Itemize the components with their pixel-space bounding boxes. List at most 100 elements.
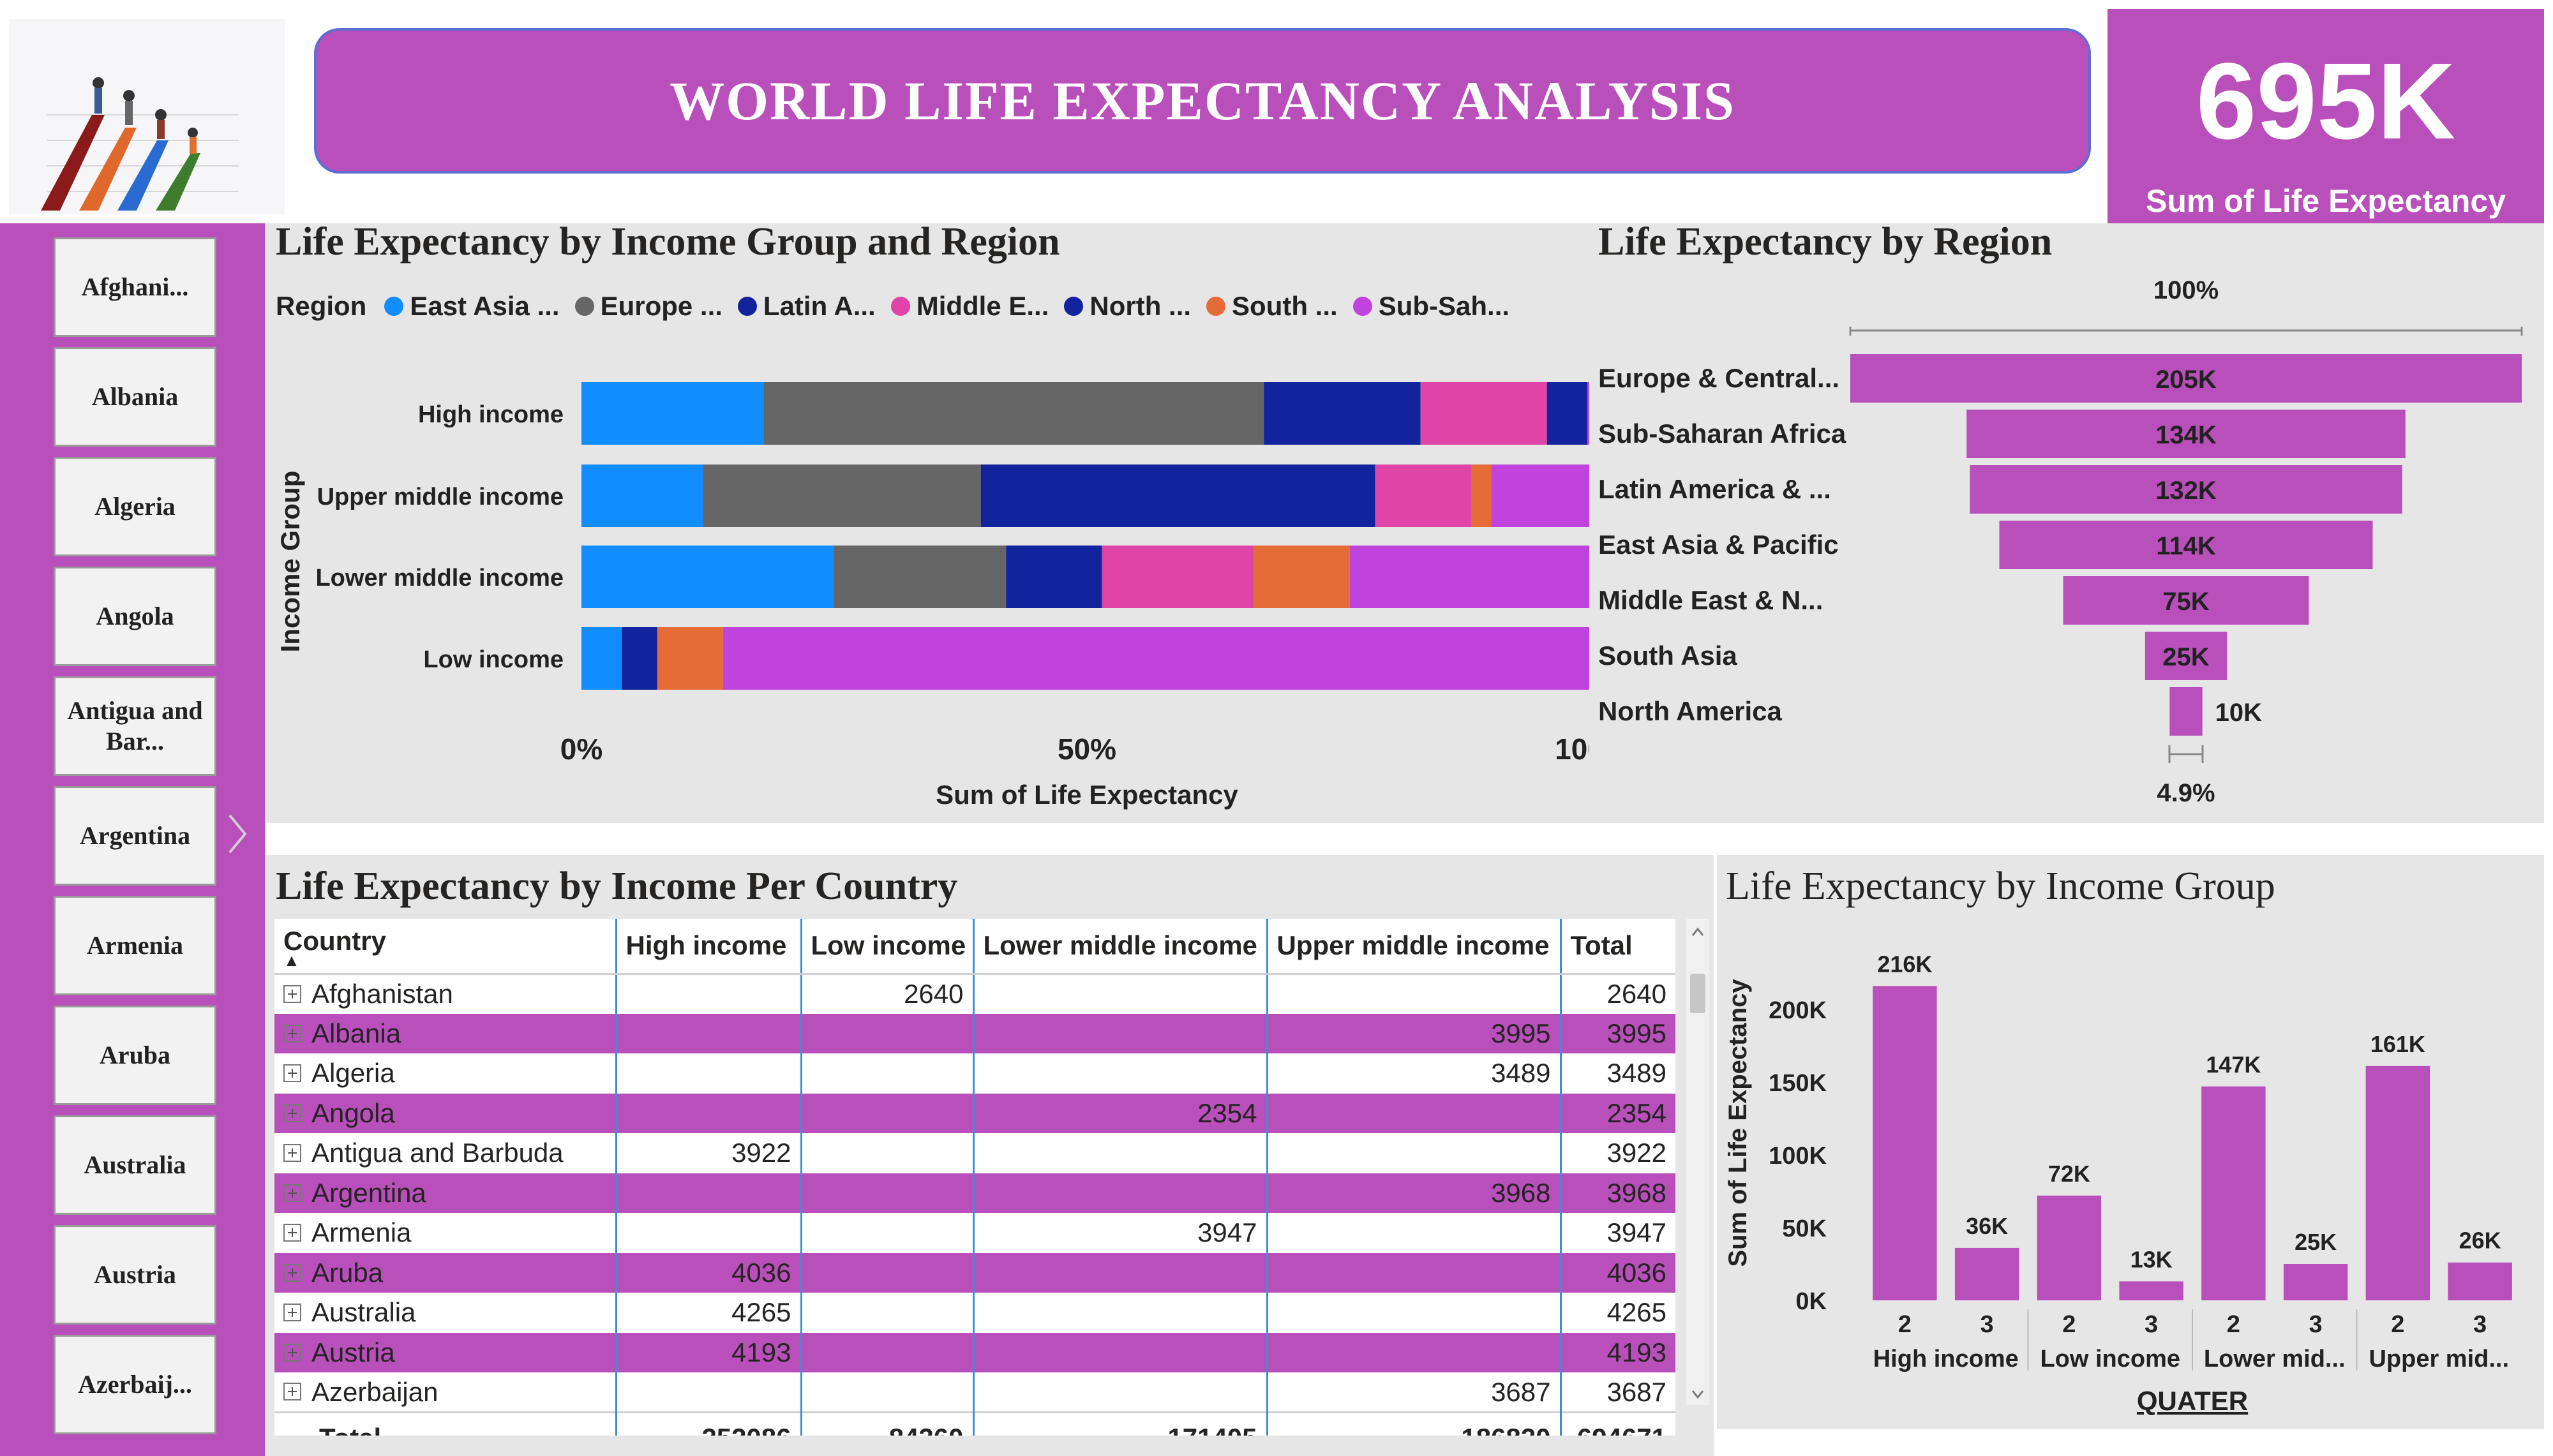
column-bar[interactable] <box>2119 1281 2183 1300</box>
value-cell: 3687 <box>1559 1372 1675 1413</box>
expand-icon[interactable] <box>283 1304 301 1322</box>
total-high-income: 252086 <box>615 1411 801 1436</box>
expand-icon[interactable] <box>283 1184 301 1202</box>
funnel-bar[interactable] <box>1970 465 2402 514</box>
column-header-high-income[interactable]: High income <box>615 919 801 975</box>
funnel-bar[interactable] <box>1999 521 2373 569</box>
funnel-bar[interactable] <box>2063 576 2309 625</box>
column-header-country[interactable]: Country ▲ <box>274 919 616 975</box>
bar-segment[interactable] <box>834 546 1007 608</box>
bar-segment[interactable] <box>1546 382 1588 445</box>
bar-segment[interactable] <box>1264 382 1421 445</box>
slicer-item-azerbaijan[interactable]: Azerbaij... <box>54 1335 216 1434</box>
category-label: High income <box>418 401 564 428</box>
bar-segment[interactable] <box>1491 464 1592 527</box>
category-label: Upper middle income <box>317 484 564 510</box>
legend-item-europe[interactable]: Europe ... <box>574 291 722 322</box>
funnel-top-bracket <box>1849 327 2523 336</box>
bar-segment[interactable] <box>1420 382 1547 445</box>
expand-icon[interactable] <box>283 1224 301 1242</box>
bar-segment[interactable] <box>622 627 657 690</box>
bar-segment[interactable] <box>581 627 622 690</box>
column-chart: Sum of Life Expectancy 0K 50K 100K 150K 200K 2… <box>1724 951 2512 1416</box>
scrollbar-thumb[interactable] <box>1690 974 1705 1013</box>
bar-segment[interactable] <box>980 464 1375 527</box>
table-row[interactable]: Antigua and Barbuda 3922 3922 <box>274 1133 1675 1173</box>
bar-segment[interactable] <box>1349 546 1592 608</box>
bar-segment[interactable] <box>581 546 834 608</box>
table-row[interactable]: Austria 4193 4193 <box>274 1332 1675 1372</box>
slicer-item-australia[interactable]: Australia <box>54 1115 216 1215</box>
bar-segment[interactable] <box>1254 546 1350 608</box>
funnel-chart: 100% Europe & Central... 205K Sub-Saharan A… <box>1598 276 2523 807</box>
country-cell: Aruba <box>274 1252 616 1293</box>
table-row[interactable]: Algeria 3489 3489 <box>274 1053 1675 1094</box>
legend-item-south-asia[interactable]: South ... <box>1206 291 1338 322</box>
table-row[interactable]: Argentina 3968 3968 <box>274 1173 1675 1213</box>
legend-item-middle-east[interactable]: Middle E... <box>890 291 1049 322</box>
table-row[interactable]: Angola 2354 2354 <box>274 1093 1675 1133</box>
expand-icon[interactable] <box>283 1144 301 1163</box>
slicer-item-albania[interactable]: Albania <box>54 347 216 447</box>
funnel-bar[interactable] <box>1850 354 2522 403</box>
column-bar[interactable] <box>2037 1195 2102 1300</box>
country-name: Azerbaijan <box>311 1376 438 1407</box>
legend-item-north-america[interactable]: North ... <box>1064 291 1191 322</box>
slicer-item-armenia[interactable]: Armenia <box>54 896 216 995</box>
expand-icon[interactable] <box>283 984 301 1003</box>
legend-item-east-asia[interactable]: East Asia ... <box>384 291 560 322</box>
expand-icon[interactable] <box>283 1343 301 1362</box>
table-row[interactable]: Australia 4265 4265 <box>274 1293 1675 1333</box>
bar-segment[interactable] <box>722 627 1592 690</box>
column-header-lower-middle-income[interactable]: Lower middle income <box>972 919 1267 975</box>
value-cell: 3687 <box>1266 1372 1561 1413</box>
table-row[interactable]: Azerbaijan 3687 3687 <box>274 1372 1675 1413</box>
expand-icon[interactable] <box>283 1024 301 1043</box>
funnel-bar[interactable] <box>1966 410 2406 458</box>
column-header-upper-middle-income[interactable]: Upper middle income <box>1266 919 1561 975</box>
legend-dot <box>1352 297 1372 316</box>
column-bar[interactable] <box>1954 1247 2019 1300</box>
bar-segment[interactable] <box>581 464 703 527</box>
expand-icon[interactable] <box>283 1383 301 1401</box>
value-cell <box>800 1252 973 1293</box>
slicer-item-aruba[interactable]: Aruba <box>54 1006 216 1105</box>
column-bar[interactable] <box>1873 986 1937 1300</box>
expand-icon[interactable] <box>283 1263 301 1282</box>
column-bar[interactable] <box>2448 1262 2512 1300</box>
expand-icon[interactable] <box>283 1104 301 1122</box>
column-header-total[interactable]: Total <box>1559 919 1675 975</box>
column-bar[interactable] <box>2201 1086 2266 1300</box>
bar-segment[interactable] <box>1471 464 1492 527</box>
bar-segment[interactable] <box>581 382 764 445</box>
legend-item-sub-saharan[interactable]: Sub-Sah... <box>1352 291 1509 322</box>
bar-segment[interactable] <box>657 627 723 690</box>
column-bar[interactable] <box>2283 1263 2348 1300</box>
bar-segment[interactable] <box>1375 464 1471 527</box>
table-row[interactable]: Afghanistan 2640 2640 <box>274 974 1675 1014</box>
bar-segment[interactable] <box>1102 546 1254 608</box>
slicer-item-austria[interactable]: Austria <box>54 1225 216 1325</box>
value-cell <box>972 1133 1267 1173</box>
chevron-right-icon[interactable] <box>225 812 250 856</box>
column-bar[interactable] <box>2365 1066 2430 1300</box>
value-cell <box>800 1013 973 1053</box>
slicer-item-algeria[interactable]: Algeria <box>54 457 216 556</box>
legend-item-latin-america[interactable]: Latin A... <box>737 291 876 322</box>
funnel-bar[interactable] <box>2145 632 2227 680</box>
bar-segment[interactable] <box>1006 546 1102 608</box>
total-lower-middle-income: 171405 <box>972 1411 1267 1436</box>
slicer-item-afghanistan[interactable]: Afghani... <box>54 237 216 337</box>
table-row[interactable]: Albania 3995 3995 <box>274 1013 1675 1053</box>
slicer-item-argentina[interactable]: Argentina <box>54 786 216 886</box>
expand-icon[interactable] <box>283 1064 301 1083</box>
funnel-bar[interactable] <box>2169 687 2203 736</box>
table-row[interactable]: Aruba 4036 4036 <box>274 1252 1675 1293</box>
bar-segment[interactable] <box>703 464 981 527</box>
x-axis-label[interactable]: QUATER <box>2137 1386 2248 1416</box>
slicer-item-antigua[interactable]: Antigua and Bar... <box>54 676 216 776</box>
slicer-item-angola[interactable]: Angola <box>54 567 216 666</box>
column-header-low-income[interactable]: Low income <box>800 919 973 975</box>
bar-segment[interactable] <box>763 382 1264 445</box>
table-row[interactable]: Armenia 3947 3947 <box>274 1213 1675 1253</box>
